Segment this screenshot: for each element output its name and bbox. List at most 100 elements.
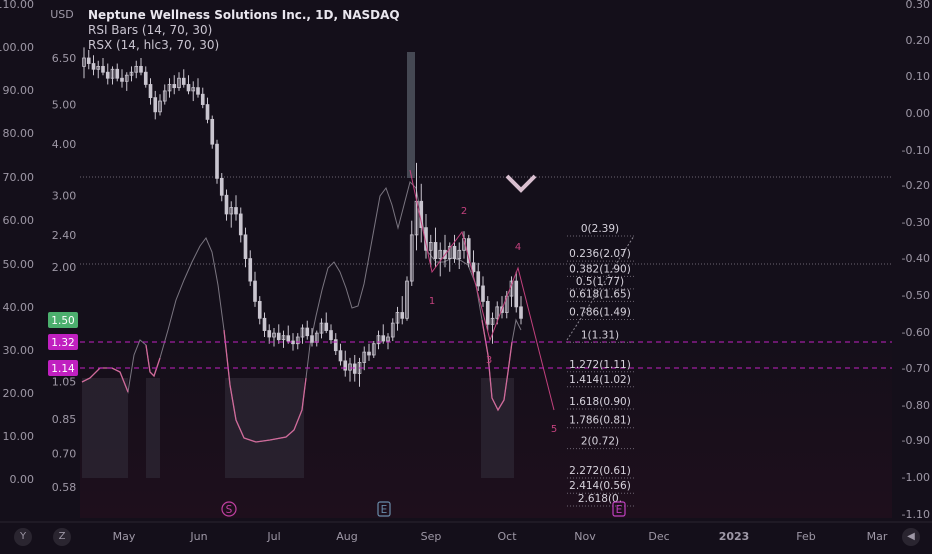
rsx-line-oversold bbox=[223, 329, 307, 443]
right-axis-tick: 0.20 bbox=[906, 34, 931, 47]
candle-body bbox=[514, 280, 519, 308]
candle-body bbox=[148, 84, 153, 99]
candle bbox=[143, 66, 148, 88]
right-axis-tick: 0.00 bbox=[906, 107, 931, 120]
candle bbox=[153, 90, 158, 120]
price-badge-label: 1.50 bbox=[51, 315, 74, 327]
candle-body bbox=[447, 245, 452, 259]
candle-body bbox=[229, 207, 234, 215]
left-axis-tick: 110.00 bbox=[0, 0, 34, 11]
candle-body bbox=[400, 312, 405, 319]
elliott-wave-label: 5 bbox=[551, 424, 557, 435]
price-badge: 1.14 bbox=[48, 360, 78, 376]
right-axis-tick: -1.10 bbox=[902, 508, 930, 521]
candle-body bbox=[476, 271, 481, 287]
candle-body bbox=[452, 245, 457, 259]
right-axis-tick: 0.10 bbox=[906, 70, 931, 83]
price-axis-tick: 6.50 bbox=[52, 52, 77, 65]
left-axis-tick: 0.00 bbox=[10, 473, 35, 486]
candle-body bbox=[143, 71, 148, 85]
price-badge: 1.32 bbox=[48, 334, 78, 350]
right-axis-tick: -0.50 bbox=[902, 289, 930, 302]
chart-title: Neptune Wellness Solutions Inc., 1D, NAS… bbox=[88, 8, 400, 22]
rsx-oversold-band bbox=[146, 378, 160, 478]
candle-body bbox=[343, 360, 348, 371]
candle-body bbox=[428, 242, 433, 251]
x-axis-tick: 2023 bbox=[719, 530, 750, 543]
candle bbox=[219, 173, 224, 202]
fib-level-label: 0.618(1.65) bbox=[569, 288, 631, 300]
candle-body bbox=[485, 300, 490, 325]
candle-body bbox=[457, 249, 462, 259]
left-axis-tick: 30.00 bbox=[3, 344, 35, 357]
zoom-button[interactable]: Z bbox=[53, 528, 71, 546]
candle bbox=[257, 296, 262, 325]
right-axis-tick: -0.40 bbox=[902, 252, 930, 265]
candle bbox=[371, 341, 376, 358]
x-axis-tick: Dec bbox=[648, 530, 669, 543]
candle-body bbox=[310, 335, 314, 343]
fib-level-label: 2.618(0. bbox=[578, 493, 622, 505]
elliott-wave-line bbox=[409, 169, 555, 411]
candle bbox=[305, 320, 310, 340]
candle bbox=[476, 262, 481, 291]
candle-body bbox=[267, 330, 272, 338]
candle bbox=[200, 87, 205, 109]
indicator-rsi-bars[interactable]: RSI Bars (14, 70, 30) bbox=[88, 23, 213, 37]
fib-level-label: 1.272(1.11) bbox=[569, 359, 631, 371]
candle bbox=[262, 312, 267, 338]
fib-level-label: 0.382(1.90) bbox=[569, 263, 631, 275]
candle-body bbox=[253, 280, 257, 302]
candle bbox=[224, 189, 229, 221]
x-axis-tick: May bbox=[113, 530, 136, 543]
candle bbox=[129, 66, 134, 82]
candle-body bbox=[324, 322, 329, 331]
candle-body bbox=[181, 77, 186, 85]
candle-body bbox=[96, 65, 101, 70]
candle-body bbox=[139, 65, 143, 73]
candle-body bbox=[272, 332, 276, 338]
scroll-right-button[interactable]: ◀ bbox=[902, 528, 920, 546]
candle bbox=[229, 201, 234, 228]
timeframe-y-button[interactable]: Y bbox=[14, 528, 32, 546]
candle bbox=[490, 312, 495, 344]
candle-body bbox=[281, 335, 286, 341]
candle bbox=[447, 242, 452, 272]
candle bbox=[253, 271, 257, 307]
x-axis-tick: Jul bbox=[266, 530, 280, 543]
candle bbox=[215, 139, 219, 184]
candle bbox=[348, 357, 352, 382]
fib-level-label: 0.5(1.77) bbox=[576, 276, 624, 288]
rsx-oversold-band bbox=[481, 378, 514, 478]
candle bbox=[281, 330, 286, 348]
candle-body bbox=[286, 335, 291, 342]
candle-body bbox=[129, 71, 134, 76]
candle-body bbox=[519, 306, 523, 319]
candle bbox=[286, 325, 291, 344]
fib-level-label: 1.786(0.81) bbox=[569, 415, 631, 427]
candle bbox=[457, 242, 462, 270]
candle bbox=[390, 318, 395, 342]
left-axis-tick: 20.00 bbox=[3, 387, 35, 400]
candle-body bbox=[305, 327, 310, 337]
candle bbox=[338, 343, 343, 366]
indicator-rsx[interactable]: RSX (14, hlc3, 70, 30) bbox=[88, 38, 220, 52]
candle bbox=[272, 328, 276, 347]
left-axis-tick: 100.00 bbox=[0, 41, 34, 54]
candle-body bbox=[196, 87, 200, 95]
candle-body bbox=[172, 84, 177, 89]
candle bbox=[481, 276, 485, 307]
candle-body bbox=[219, 177, 224, 196]
candle bbox=[485, 296, 490, 331]
candle bbox=[96, 60, 101, 79]
price-axis-tick: 4.00 bbox=[52, 138, 77, 151]
candle-body bbox=[395, 312, 400, 324]
candle-body bbox=[101, 65, 105, 73]
candle bbox=[452, 234, 457, 263]
candle bbox=[191, 81, 196, 102]
candle bbox=[243, 227, 248, 268]
candle bbox=[172, 75, 177, 95]
rsx-oversold-band bbox=[225, 378, 304, 478]
